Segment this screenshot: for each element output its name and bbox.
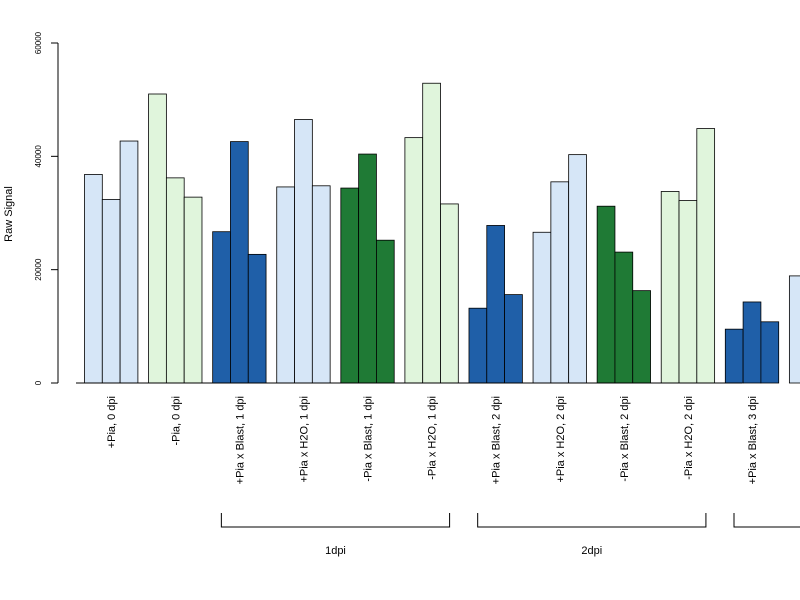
time-group-brackets: 1dpi2dpi3dpi5dpi: [220, 513, 800, 557]
y-tick-label: 40000: [34, 145, 43, 168]
bar: [358, 153, 377, 384]
x-tick-label: -Pia x H2O, 1 dpi: [427, 396, 439, 480]
x-tick-label: +Pia, 0 dpi: [106, 396, 118, 448]
bar: [311, 185, 331, 384]
bar: [742, 301, 762, 384]
bar: [294, 119, 313, 384]
time-group-bracket: [220, 513, 451, 528]
bar: [568, 154, 587, 384]
time-group-label: 2dpi: [581, 545, 602, 557]
bar: [760, 321, 780, 384]
bar: [119, 140, 139, 384]
bar: [468, 307, 488, 384]
bar: [183, 196, 203, 384]
bar: [550, 181, 570, 384]
bar: [532, 231, 552, 384]
bar: [101, 198, 121, 384]
bar: [376, 239, 395, 384]
x-tick-label: +Pia x Blast, 2 dpi: [491, 396, 503, 484]
bar: [148, 93, 167, 384]
x-tick-label: +Pia x Blast, 3 dpi: [747, 396, 759, 484]
bars: [84, 82, 800, 384]
x-tick-label: -Pia x H2O, 2 dpi: [683, 396, 695, 480]
bar: [504, 294, 523, 384]
bar: [724, 328, 744, 384]
bar: [276, 186, 295, 384]
x-tick-label: -Pia, 0 dpi: [170, 396, 182, 446]
time-group-bracket: [733, 513, 800, 528]
x-tick-label: +Pia x H2O, 1 dpi: [298, 396, 310, 483]
bar: [404, 137, 424, 384]
bar: [230, 141, 249, 384]
bar: [696, 128, 716, 384]
bar: [678, 200, 698, 384]
bar: [422, 82, 441, 384]
bar: [486, 225, 505, 384]
x-tick-label: +Pia x Blast, 1 dpi: [234, 396, 246, 484]
bar: [165, 177, 185, 384]
x-tick-labels: +Pia, 0 dpi -Pia, 0 dpi +Pia x Blast, 1 dp…: [106, 396, 759, 484]
x-tick-label: -Pia x Blast, 1 dpi: [363, 396, 375, 482]
bar: [788, 275, 800, 384]
bar: [340, 187, 360, 384]
bar: [212, 231, 231, 384]
bar: [632, 290, 651, 384]
bar: [596, 205, 616, 384]
x-tick-label: -Pia x Blast, 2 dpi: [619, 396, 631, 482]
y-tick-label: 60000: [34, 31, 43, 54]
bar: [84, 174, 103, 384]
y-axis-label: Raw Signal: [3, 186, 15, 242]
time-group-bracket: [477, 513, 707, 528]
y-axis: 0 20000 40000 60000: [34, 31, 59, 385]
time-group-label: 1dpi: [325, 545, 346, 557]
x-tick-label: +Pia x H2O, 2 dpi: [555, 396, 567, 483]
bar: [247, 253, 267, 384]
y-tick-label: 20000: [34, 258, 43, 281]
bar: [440, 203, 459, 384]
bar: [614, 251, 634, 384]
bar: [660, 191, 680, 384]
y-tick-label: 0: [34, 380, 43, 385]
